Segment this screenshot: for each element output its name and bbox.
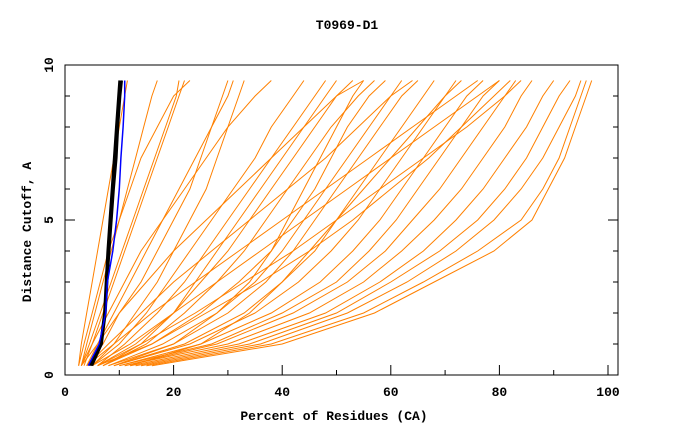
x-tick-label: 40 — [274, 385, 290, 400]
model-curve — [78, 80, 191, 366]
model-curve — [130, 80, 457, 367]
chart-title: T0969-D1 — [316, 18, 379, 33]
axis-tick-labels: 0 20 40 60 80 100 0 5 10 — [42, 57, 620, 400]
y-tick-label: 10 — [42, 57, 57, 73]
model-curve — [119, 80, 500, 367]
reference-curve — [87, 80, 126, 367]
model-curve — [108, 80, 403, 367]
model-curve — [151, 80, 593, 367]
model-curve — [102, 80, 337, 367]
model-curve — [140, 80, 582, 367]
y-axis-label: Distance Cutoff, A — [20, 162, 35, 303]
model-curve — [146, 80, 587, 367]
x-axis-label: Percent of Residues (CA) — [240, 409, 427, 424]
model-curve — [102, 80, 386, 367]
x-tick-label: 0 — [61, 385, 69, 400]
x-tick-label: 80 — [492, 385, 508, 400]
model-curve — [78, 80, 128, 366]
x-tick-label: 60 — [383, 385, 399, 400]
model-curve — [91, 80, 500, 367]
y-tick-label: 0 — [42, 371, 57, 379]
plot-lines — [78, 80, 593, 367]
model-curve — [80, 80, 185, 366]
model-curve — [91, 80, 305, 367]
model-curve — [97, 80, 511, 367]
model-curve — [135, 80, 571, 367]
model-curve — [80, 80, 364, 367]
model-curve — [86, 80, 229, 367]
model-curve — [130, 80, 555, 367]
model-curve — [119, 80, 484, 367]
model-curve — [124, 80, 533, 367]
model-curve — [124, 80, 517, 367]
x-tick-label: 20 — [166, 385, 182, 400]
model-curve — [108, 80, 419, 367]
model-curve — [86, 80, 413, 367]
model-curve — [113, 80, 365, 367]
x-tick-label: 100 — [596, 385, 620, 400]
model-curve — [86, 80, 478, 367]
model-curve — [102, 80, 375, 367]
axis-ticks — [65, 95, 618, 375]
model-curve — [97, 80, 327, 367]
model-curve — [80, 80, 180, 366]
model-curve — [91, 80, 245, 367]
y-tick-label: 5 — [42, 216, 57, 224]
highlight-curve — [91, 80, 123, 367]
